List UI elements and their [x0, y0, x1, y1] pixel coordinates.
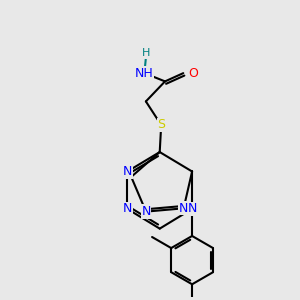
Text: O: O [189, 67, 198, 80]
Text: N: N [188, 202, 197, 215]
Text: S: S [157, 118, 165, 131]
Text: H: H [142, 48, 150, 59]
Text: NH: NH [135, 67, 154, 80]
Text: N: N [123, 165, 132, 178]
Text: N: N [141, 205, 151, 218]
Text: N: N [123, 202, 132, 215]
Text: N: N [179, 202, 188, 215]
